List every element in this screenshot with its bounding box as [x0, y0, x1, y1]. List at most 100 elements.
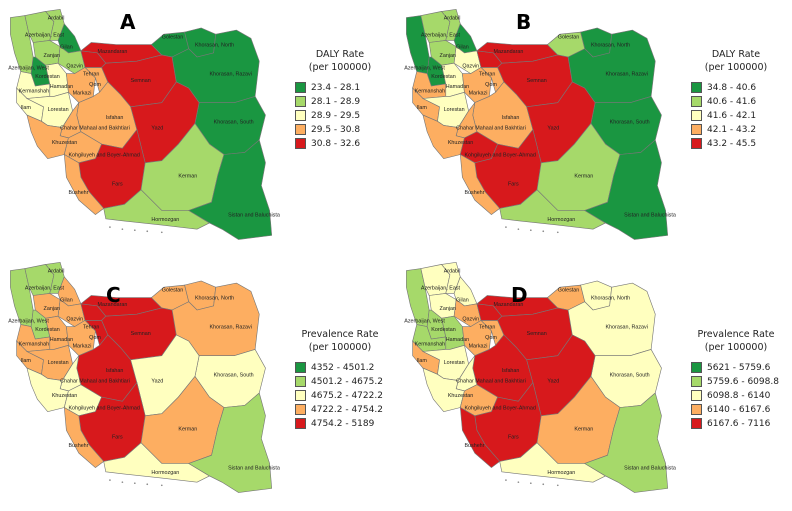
province-label: Khorasan, Razavi	[209, 325, 251, 331]
province-label: Kerman	[574, 173, 593, 179]
legend-label: 5759.6 - 6098.8	[707, 376, 779, 387]
province-label: Khorasan, North	[195, 296, 234, 302]
province-label: Khorasan, North	[591, 43, 630, 49]
province-label: Markazi	[469, 343, 488, 349]
province-label: Isfahan	[106, 368, 124, 374]
legend-item: 30.8 - 32.6	[295, 137, 395, 150]
province-label: Yazd	[547, 126, 559, 132]
province-label: Golestan	[558, 34, 580, 40]
legend-label: 4501.2 - 4675.2	[311, 376, 383, 387]
legend-item: 4754.2 - 5189	[295, 417, 395, 430]
province-label: Ardabil	[444, 269, 461, 275]
province-label: Golestan	[558, 287, 580, 293]
province-label: Khorasan, Razavi	[209, 72, 251, 78]
province-label: Hamadan	[446, 84, 469, 90]
province-label: Ilam	[417, 358, 428, 364]
legend-item: 4352 - 4501.2	[295, 361, 395, 374]
province-label: Khorasan, South	[214, 372, 254, 378]
legend-swatch	[295, 376, 306, 387]
legend-title-line1: Prevalence Rate	[301, 329, 379, 340]
legend-swatch	[295, 418, 306, 429]
map-b: Azerbaijan, West Azerbaijan, East Ardabil G…	[396, 0, 679, 253]
province-label: Khuzestan	[52, 140, 77, 146]
legend-title-line1: DALY Rate	[315, 49, 365, 60]
legend-label: 4722.2 - 4754.2	[311, 404, 383, 415]
province-label: Qazvin	[66, 63, 83, 69]
province-label: Kerman	[178, 426, 197, 432]
legend-item: 34.8 - 40.6	[691, 81, 791, 94]
legend-swatch	[295, 362, 306, 373]
province-label: Fars	[508, 182, 519, 188]
legend-items: 4352 - 4501.2 4501.2 - 4675.2 4675.2 - 472…	[295, 361, 395, 430]
island-dot	[505, 226, 507, 228]
legend-label: 29.5 - 30.8	[311, 124, 361, 135]
province-label: Mazandaran	[97, 302, 127, 308]
legend-item: 4675.2 - 4722.2	[295, 389, 395, 402]
province-label: Fars	[112, 435, 123, 441]
province-label: Khuzestan	[52, 393, 77, 399]
legend-label: 4352 - 4501.2	[311, 362, 375, 373]
island-dot	[505, 479, 507, 481]
province-label: Golestan	[162, 34, 184, 40]
panel-a: Azerbaijan, West Azerbaijan, East Ardabil G…	[0, 0, 396, 253]
province-label: Zanjan	[44, 306, 60, 312]
province-sistan	[584, 139, 669, 240]
legend-swatch	[691, 390, 702, 401]
legend-item: 28.9 - 29.5	[295, 109, 395, 122]
province-label: Qom	[89, 82, 101, 88]
province-label: Ardabil	[48, 16, 65, 22]
island-dot	[529, 482, 532, 485]
iran-province-map: Azerbaijan, West Azerbaijan, East Ardabil G…	[404, 8, 679, 240]
province-label: Chahar Mahaal and Bakhtiari	[60, 126, 130, 132]
island-dot	[160, 231, 163, 234]
map-a: Azerbaijan, West Azerbaijan, East Ardabil G…	[0, 0, 283, 253]
legend-item: 42.1 - 43.2	[691, 123, 791, 136]
legend-swatch	[295, 82, 306, 93]
legend-swatch	[295, 96, 306, 107]
province-label: Semnan	[527, 331, 547, 337]
iran-province-map: Azerbaijan, West Azerbaijan, East Ardabil G…	[8, 8, 283, 240]
legend-title-line2: (per 100000)	[704, 62, 768, 73]
legend-swatch	[691, 124, 702, 135]
province-label: Bushehr	[68, 190, 88, 196]
legend-label: 6167.6 - 7116	[707, 418, 771, 429]
legend-label: 23.4 - 28.1	[311, 82, 361, 93]
legend-swatch	[691, 82, 702, 93]
legend: Prevalence Rate (per 100000) 4352 - 4501…	[285, 328, 395, 431]
legend-label: 6140 - 6167.6	[707, 404, 771, 415]
province-label: Ardabil	[444, 16, 461, 22]
province-label: Chahar Mahaal and Bakhtiari	[456, 126, 526, 132]
province-label: Sistan and Baluchistan	[624, 213, 676, 219]
province-markazi	[462, 66, 492, 104]
province-label: Khorasan, South	[214, 119, 254, 125]
province-label: Azerbaijan, West	[404, 318, 445, 324]
province-label: Sistan and Baluchistan	[624, 466, 676, 472]
province-label: Yazd	[151, 379, 163, 385]
province-label: Tehran	[83, 325, 99, 331]
legend-label: 28.9 - 29.5	[311, 110, 361, 121]
legend-items: 5621 - 5759.6 5759.6 - 6098.8 6098.8 - 614…	[691, 361, 791, 430]
province-label: Hormozgan	[547, 470, 575, 476]
province-label: Isfahan	[502, 115, 520, 121]
province-label: Khorasan, Razavi	[605, 325, 647, 331]
province-label: Zanjan	[440, 306, 456, 312]
province-label: Markazi	[73, 343, 92, 349]
province-sistan	[188, 392, 273, 493]
province-label: Chahar Mahaal and Bakhtiari	[60, 379, 130, 385]
province-markazi	[66, 319, 96, 357]
legend-title: DALY Rate (per 100000)	[285, 48, 395, 74]
province-label: Chahar Mahaal and Bakhtiari	[456, 379, 526, 385]
province-label: Kermanshah	[19, 341, 49, 347]
island-dot	[109, 226, 111, 228]
province-label: Yazd	[547, 379, 559, 385]
province-label: Qom	[485, 82, 497, 88]
province-label: Bushehr	[464, 190, 484, 196]
legend-item: 4501.2 - 4675.2	[295, 375, 395, 388]
province-label: Azerbaijan, East	[25, 285, 65, 291]
legend-label: 30.8 - 32.6	[311, 138, 361, 149]
province-label: Lorestan	[444, 107, 465, 113]
legend-swatch	[691, 376, 702, 387]
province-label: Kohgiluyeh and Boyer-Ahmad	[68, 153, 139, 159]
province-label: Khorasan, South	[610, 119, 650, 125]
province-label: Khorasan, North	[591, 296, 630, 302]
